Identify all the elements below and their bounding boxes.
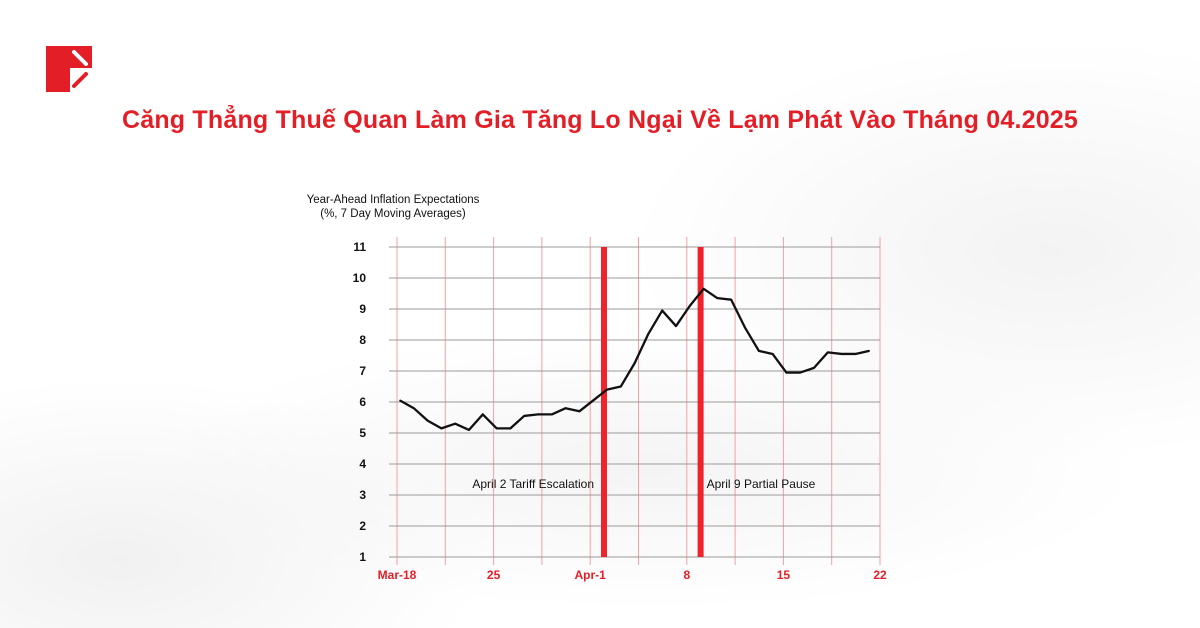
data-point xyxy=(813,367,815,369)
y-tick-label: 1 xyxy=(359,550,366,564)
data-point xyxy=(827,351,829,354)
data-point xyxy=(551,413,553,416)
event-label: April 9 Partial Pause xyxy=(707,477,816,491)
event-bar xyxy=(601,247,607,557)
data-point xyxy=(771,353,774,355)
chart-title-line2: (%, 7 Day Moving Averages) xyxy=(320,208,466,220)
data-point xyxy=(454,422,457,425)
y-tick-label: 5 xyxy=(359,426,366,440)
x-tick-label: 22 xyxy=(873,568,887,582)
event-label: April 2 Tariff Escalation xyxy=(472,477,594,491)
data-point xyxy=(647,333,650,335)
data-point xyxy=(854,353,857,355)
data-point xyxy=(495,427,498,430)
data-point xyxy=(730,298,732,301)
chart-title-line1: Year-Ahead Inflation Expectations xyxy=(306,194,480,206)
event-bar xyxy=(697,247,704,557)
data-point xyxy=(744,326,746,329)
chart-title: Year-Ahead Inflation Expectations (%, 7 … xyxy=(285,193,501,221)
data-point xyxy=(468,429,470,431)
data-point xyxy=(633,362,636,365)
data-point xyxy=(620,385,622,388)
data-point xyxy=(426,419,429,422)
data-point xyxy=(440,427,443,430)
data-point xyxy=(716,297,719,299)
data-point xyxy=(675,325,677,327)
data-point xyxy=(702,288,705,290)
y-tick-label: 9 xyxy=(359,302,366,316)
x-tick-label: 15 xyxy=(777,568,791,582)
data-point xyxy=(606,388,608,391)
y-tick-label: 11 xyxy=(353,240,366,254)
y-tick-label: 10 xyxy=(353,271,367,285)
y-tick-label: 8 xyxy=(359,333,366,347)
series-line xyxy=(399,287,870,432)
data-point xyxy=(482,413,484,416)
data-point xyxy=(785,371,788,374)
data-point xyxy=(840,353,843,355)
x-tick-label: 25 xyxy=(487,568,501,582)
y-tick-label: 3 xyxy=(359,488,366,502)
data-point xyxy=(399,399,401,402)
data-point xyxy=(868,350,870,352)
data-point xyxy=(689,305,691,307)
data-point xyxy=(661,309,663,312)
data-point xyxy=(413,407,415,410)
x-tick-label: Apr-1 xyxy=(575,568,607,582)
data-point xyxy=(537,413,539,416)
x-tick-label: 8 xyxy=(683,568,690,582)
data-point xyxy=(564,407,567,410)
y-tick-label: 4 xyxy=(359,457,366,471)
y-tick-label: 6 xyxy=(359,395,366,409)
data-point xyxy=(578,410,581,413)
y-tick-label: 7 xyxy=(359,364,366,378)
data-point xyxy=(523,415,525,417)
y-tick-label: 2 xyxy=(359,519,366,533)
data-point xyxy=(799,371,801,374)
page-title: Căng Thẳng Thuế Quan Làm Gia Tăng Lo Ngạ… xyxy=(121,106,1079,134)
brand-logo-icon xyxy=(46,46,92,92)
data-point xyxy=(509,427,512,430)
data-point xyxy=(758,350,760,352)
data-point xyxy=(592,399,594,402)
x-tick-label: Mar-18 xyxy=(378,568,417,582)
